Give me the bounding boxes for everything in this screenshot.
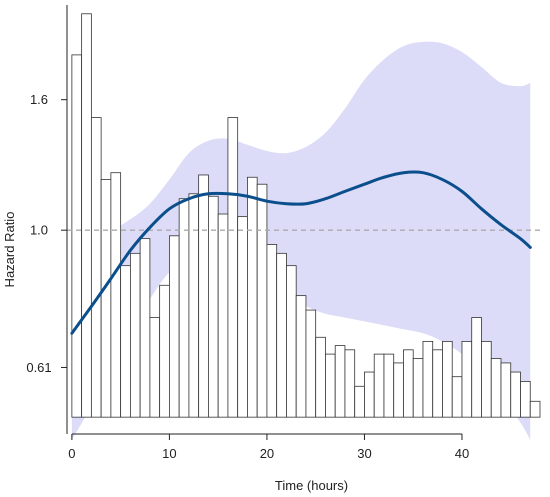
histogram-bar [422,340,434,418]
histogram-bar [168,235,180,418]
x-tick-label: 20 [260,446,274,461]
histogram-bar [529,400,541,418]
histogram-bar [247,176,258,418]
histogram-bar [393,362,404,418]
hazard-ratio-curve [70,170,532,335]
histogram-bar [90,117,102,418]
x-tick-label: 40 [455,446,469,461]
y-tick-label: 1.0 [30,223,48,238]
y-ticks: 0.61 1.0 1.6 [26,92,67,375]
histogram-bar [344,349,356,418]
histogram-bar [461,340,473,418]
y-axis-label: Hazard Ratio [2,212,17,288]
confidence-band [71,41,531,440]
x-tick-label: 10 [162,446,176,461]
histogram-bar [110,172,122,418]
x-tick-label: 30 [357,446,371,461]
histogram-bar [295,295,307,418]
histogram-bar [442,340,453,418]
histogram-bar [71,54,83,418]
histogram-bar [471,317,482,418]
confidence-band-layer [71,41,531,440]
histogram-layer [71,13,541,418]
histogram-bar [373,353,385,418]
histogram-bar [256,183,268,418]
hazard-curve-layer [70,170,532,335]
histogram-bar [178,198,190,418]
axes: 0 10 20 30 40 0.61 1.0 1.6 Time (hours) Hazard… [2,5,469,493]
histogram-bar [159,284,170,418]
histogram-bar [100,179,112,418]
histogram-bar [276,252,287,418]
y-tick-label: 1.6 [30,92,48,107]
histogram-bar [208,195,219,418]
y-tick-label: 0.61 [26,360,51,375]
histogram-bar [237,216,248,418]
histogram-bar [139,238,151,418]
histogram-bar [412,358,424,418]
x-ticks: 0 10 20 30 40 [68,434,469,461]
histogram-bar [510,371,521,418]
histogram-bar [451,376,463,418]
histogram-bar [120,265,131,418]
histogram-bar [520,381,531,418]
histogram-bar [364,371,375,418]
histogram-bar [403,349,414,418]
histogram-bar [227,117,239,418]
histogram-bar [198,174,209,418]
histogram-bar [149,317,161,418]
histogram-bar [286,265,297,418]
histogram-bar [383,353,395,418]
histogram-bar [81,13,92,418]
histogram-bar [481,340,492,418]
histogram-bar [325,353,336,418]
histogram-bar [354,385,365,418]
histogram-bar [315,336,326,418]
histogram-bar [432,349,443,418]
histogram-bar [305,309,317,418]
histogram-bar [490,358,502,418]
histogram-bar [500,362,512,418]
histogram-bar [188,193,200,418]
histogram-bar [266,244,278,418]
histogram-bar [129,252,141,418]
x-axis-label: Time (hours) [275,478,348,493]
x-tick-label: 0 [68,446,75,461]
histogram-bar [334,345,346,418]
histogram-bar [217,213,229,418]
